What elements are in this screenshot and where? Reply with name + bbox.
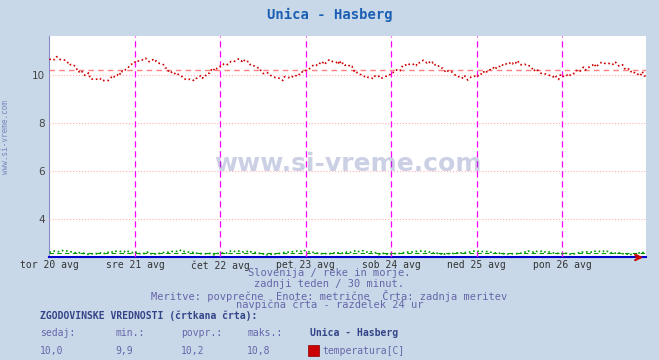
Text: Unica - Hasberg: Unica - Hasberg xyxy=(310,328,398,338)
Text: ZGODOVINSKE VREDNOSTI (črtkana črta):: ZGODOVINSKE VREDNOSTI (črtkana črta): xyxy=(40,310,257,321)
Text: Unica - Hasberg: Unica - Hasberg xyxy=(267,8,392,22)
Text: zadnji teden / 30 minut.: zadnji teden / 30 minut. xyxy=(254,279,405,289)
Text: 10,8: 10,8 xyxy=(247,346,271,356)
Text: www.si-vreme.com: www.si-vreme.com xyxy=(1,100,10,174)
Text: 10,2: 10,2 xyxy=(181,346,205,356)
Text: Slovenija / reke in morje.: Slovenija / reke in morje. xyxy=(248,268,411,278)
Text: navpična črta - razdelek 24 ur: navpična črta - razdelek 24 ur xyxy=(236,300,423,310)
Text: sedaj:: sedaj: xyxy=(40,328,74,338)
Text: Meritve: povprečne  Enote: metrične  Črta: zadnja meritev: Meritve: povprečne Enote: metrične Črta:… xyxy=(152,290,507,302)
Text: 9,9: 9,9 xyxy=(115,346,133,356)
Text: min.:: min.: xyxy=(115,328,145,338)
Text: www.si-vreme.com: www.si-vreme.com xyxy=(214,152,481,176)
Text: povpr.:: povpr.: xyxy=(181,328,222,338)
Text: 10,0: 10,0 xyxy=(40,346,63,356)
Text: temperatura[C]: temperatura[C] xyxy=(323,346,405,356)
Text: maks.:: maks.: xyxy=(247,328,282,338)
